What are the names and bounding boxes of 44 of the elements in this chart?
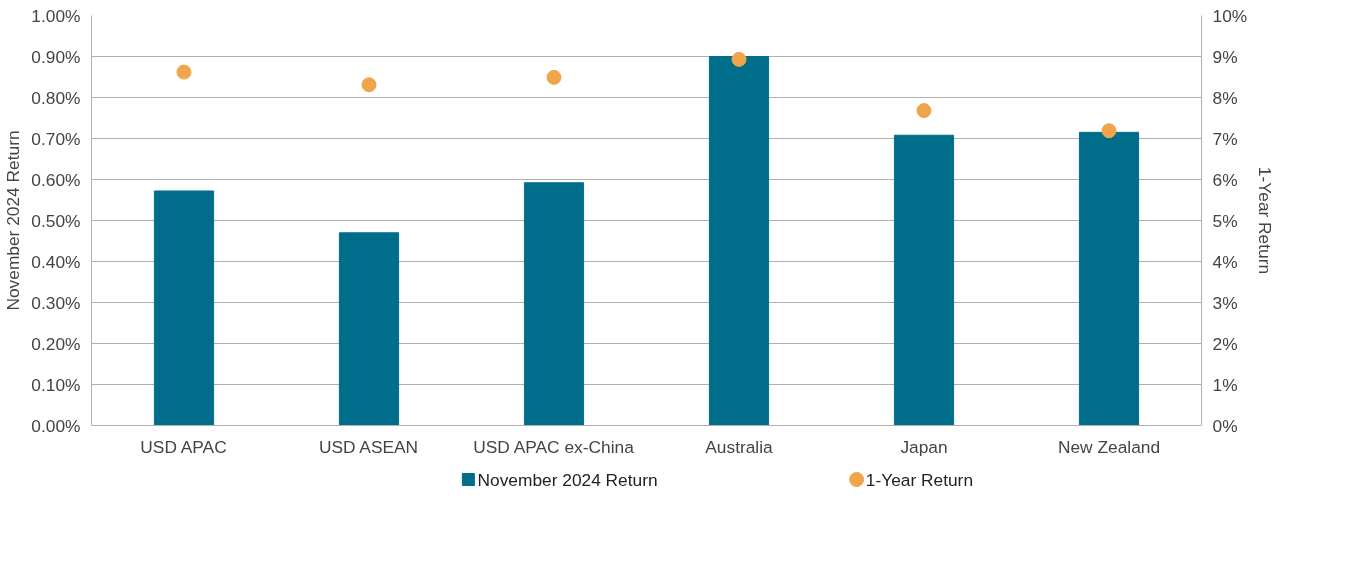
bar (523, 182, 585, 426)
y2-tick-label: 4% (1212, 251, 1238, 272)
legend-label: 1-Year Return (865, 469, 974, 490)
x-tick-label: Japan (900, 436, 948, 457)
y-tick-label: 1.00% (31, 5, 81, 26)
y2-tick-label: 9% (1212, 46, 1238, 67)
bar (708, 56, 770, 426)
y2-axis-title: 1-Year Return (1255, 166, 1276, 275)
x-tick-label: Australia (705, 436, 774, 457)
y2-tick-label: 1% (1212, 374, 1238, 395)
y2-tick-label: 7% (1212, 128, 1238, 149)
y-tick-label: 0.10% (31, 374, 81, 395)
x-tick-label: USD ASEAN (318, 436, 419, 457)
y-axis-title: November 2024 Return (3, 130, 24, 311)
bar (338, 232, 400, 426)
y-tick-label: 0.40% (31, 251, 81, 272)
y2-tick-label: 8% (1212, 87, 1238, 108)
x-tick-label: USD APAC ex-China (473, 436, 635, 457)
bar (893, 134, 955, 426)
y2-tick-label: 2% (1212, 333, 1238, 354)
y2-tick-label: 10% (1212, 5, 1248, 26)
y-tick-label: 0.50% (31, 210, 81, 231)
y2-tick-label: 6% (1212, 169, 1238, 190)
legend-label: November 2024 Return (477, 469, 658, 490)
y2-tick-label: 0% (1212, 415, 1238, 436)
y2-tick-label: 3% (1212, 292, 1238, 313)
point (361, 77, 377, 93)
point (731, 51, 747, 67)
point (1101, 123, 1117, 139)
bar (1078, 131, 1140, 426)
x-tick-label: New Zealand (1057, 436, 1161, 457)
y-tick-label: 0.80% (31, 87, 81, 108)
point (916, 103, 932, 119)
x-tick-label: USD APAC (140, 436, 227, 457)
y-tick-label: 0.60% (31, 169, 81, 190)
y2-tick-label: 5% (1212, 210, 1238, 231)
point (546, 69, 562, 85)
bar (153, 190, 215, 426)
y-tick-label: 0.20% (31, 333, 81, 354)
y-tick-label: 0.00% (31, 415, 81, 436)
y-tick-label: 0.30% (31, 292, 81, 313)
y-tick-label: 0.70% (31, 128, 81, 149)
point (176, 64, 192, 80)
y-tick-label: 0.90% (31, 46, 81, 67)
